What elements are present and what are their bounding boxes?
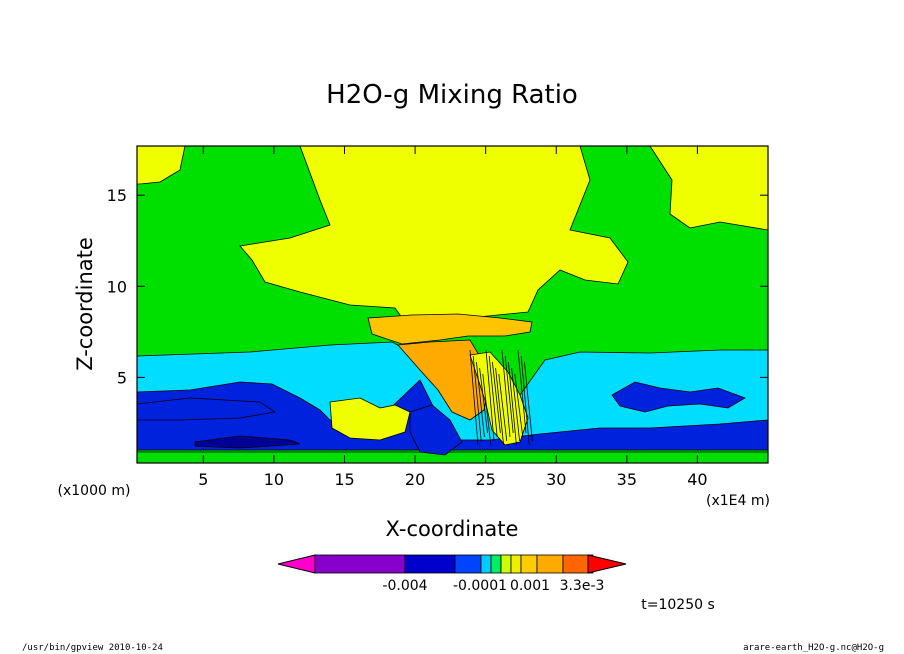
colorbar-tick-label: 0.001 [510,578,550,594]
y-tick-label: 15 [107,186,127,205]
x-tick-label: 30 [546,470,566,489]
colorbar [277,554,627,574]
contour-line [469,349,479,446]
colorbar-segment [510,554,522,574]
x-tick-label: 25 [475,470,495,489]
left-top-patch [137,146,186,185]
contour-line [492,361,501,434]
contour-line [508,361,517,446]
x-tick-label: 40 [687,470,707,489]
colorbar-segment [314,554,406,574]
x-axis-unit: (x1E4 m) [706,493,770,509]
right-top-patch [649,146,768,231]
x-tick-label: 15 [334,470,354,489]
colorbar-segment [536,554,564,574]
colorbar-tick-label: -0.0001 [453,578,507,594]
orange-anvil [367,313,533,345]
colorbar-max-arrow [587,554,627,574]
colorbar-segment [490,554,502,574]
colorbar-tick-label: -0.004 [382,578,427,594]
green-bottom-strip [137,451,768,463]
contour-line [482,373,492,446]
y-axis-label: Z-coordinate [73,237,97,371]
contour-line [472,355,482,442]
contour-line [476,361,485,438]
contour-line [485,349,495,442]
orange-core [397,339,489,421]
contour-line [524,361,533,442]
colorbar-tick-labels: -0.004 -0.0001 0.001 3.3e-3 [382,578,604,594]
x-axis-label: X-coordinate [386,517,519,541]
colorbar-segment [520,554,538,574]
chart-title: H2O-g Mixing Ratio [326,80,578,110]
contour-line [479,367,488,434]
colorbar-min-arrow [277,554,316,574]
colorbar-segment [480,554,492,574]
navy-core [194,435,301,449]
x-tick-label: 5 [198,470,208,489]
contour-line [514,373,524,438]
contour-field [137,146,768,463]
colorbar-segment [500,554,512,574]
time-label: t=10250 s [641,597,715,613]
blue-pocket [409,404,463,456]
colorbar-segment [454,554,482,574]
y-tick-label: 5 [117,368,127,387]
plot-frame [136,145,769,464]
contour-line [488,355,498,438]
x-axis: 5 10 15 20 25 30 35 40 [198,146,708,489]
x-tick-label: 10 [264,470,284,489]
x-tick-label: 35 [617,470,637,489]
mixed-cells [329,397,411,441]
contour-line [495,367,504,446]
colorbar-segment [404,554,456,574]
footer-right: arare-earth_H2O-g.nc@H2O-g [743,643,884,653]
contour-line [511,367,520,442]
contour-line [498,373,508,442]
contour-line [501,349,511,438]
y-axis: 5 10 15 [107,186,768,387]
footer-left: /usr/bin/gpview 2010-10-24 [22,643,163,653]
contour-line [520,355,530,446]
x-tick-label: 20 [405,470,425,489]
blue-left-cell [137,397,277,421]
y-tick-label: 10 [107,277,127,296]
contour-line [504,355,514,434]
contour-line [517,349,527,434]
y-axis-unit: (x1000 m) [58,483,131,499]
blue-right-cell [611,381,746,413]
colorbar-tick-label: 3.3e-3 [560,578,605,594]
